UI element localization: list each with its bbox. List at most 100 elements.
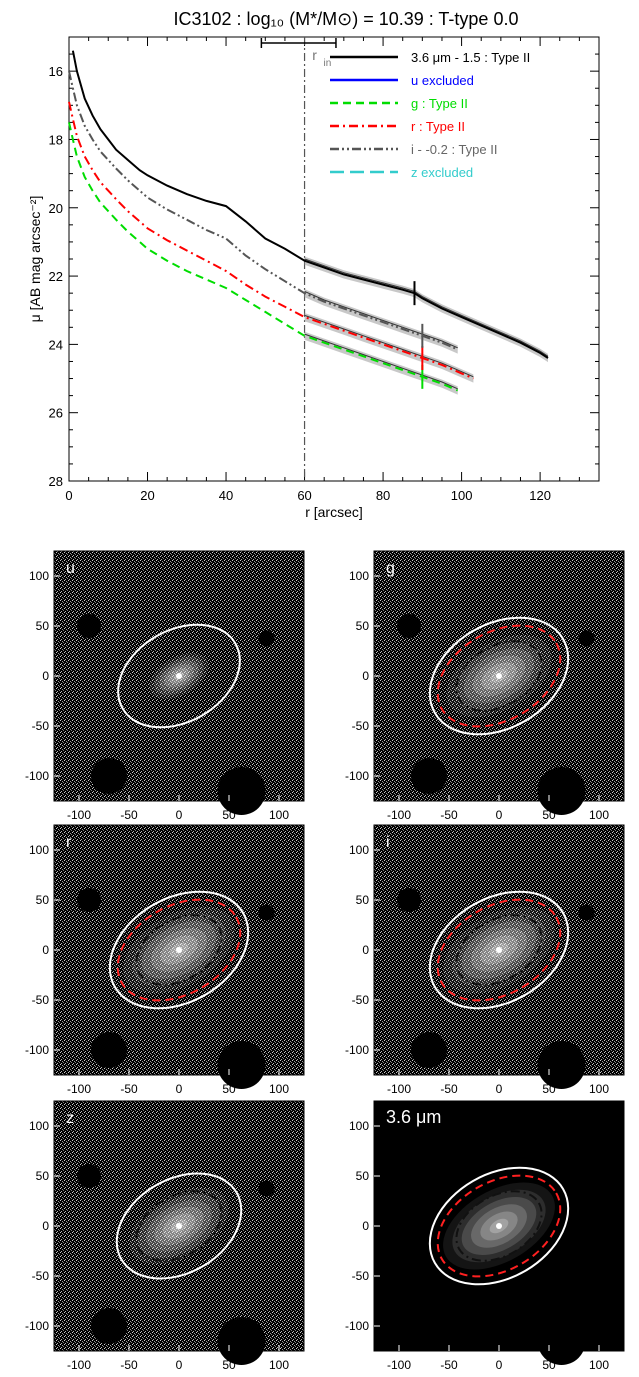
mask-blob <box>397 614 421 638</box>
panel-y-tick-label: 0 <box>42 1219 49 1233</box>
panel-y-tick-label: -50 <box>352 1269 370 1283</box>
panel-x-tick-label: 100 <box>269 1082 289 1096</box>
panel-x-tick-label: -100 <box>67 808 91 822</box>
panel-y-tick-label: 100 <box>349 569 369 583</box>
image-panel: g -100 -100 -50 -50 0 0 50 50 100 100 <box>345 550 625 822</box>
mask-blob <box>77 614 101 638</box>
profile-fit-line <box>304 290 458 349</box>
profile-fit-line <box>304 333 458 390</box>
aperture-ellipse <box>428 1166 570 1286</box>
y-tick-label: 20 <box>49 201 63 216</box>
panel-y-tick-label: -100 <box>345 769 369 783</box>
y-tick-label: 28 <box>49 474 63 489</box>
image-panel: u -100 -100 -50 -50 0 0 50 50 100 100 <box>25 550 305 822</box>
x-tick-label: 100 <box>451 488 473 503</box>
mask-blob <box>578 630 595 647</box>
panel-x-tick-label: 50 <box>542 1358 556 1372</box>
panel-x-tick-label: 50 <box>222 808 236 822</box>
x-axis-label: r [arcsec] <box>305 504 363 520</box>
galaxy-core <box>496 673 502 679</box>
profile-band <box>304 256 548 363</box>
mask-blob <box>258 904 275 921</box>
panel-y-tick-label: 50 <box>36 893 50 907</box>
mask-blob <box>537 1041 586 1089</box>
aperture-ellipse <box>135 914 223 986</box>
mask-blob <box>258 1180 275 1197</box>
aperture-ellipse <box>428 890 570 1010</box>
panel-y-tick-label: 0 <box>42 669 49 683</box>
profile-fit-line <box>304 314 474 378</box>
panel-y-tick-label: 50 <box>36 619 50 633</box>
mask-blob <box>217 1317 266 1365</box>
profile-line <box>68 122 459 392</box>
y-tick-label: 18 <box>49 132 63 147</box>
panel-label: i <box>386 834 390 851</box>
mask-blob <box>397 888 421 912</box>
image-panel: z -100 -100 -50 -50 0 0 50 50 100 100 <box>25 1100 305 1372</box>
galaxy-core <box>496 947 502 953</box>
y-tick-label: 24 <box>49 337 63 352</box>
y-tick-label: 22 <box>49 269 63 284</box>
panel-x-tick-label: -50 <box>440 1358 458 1372</box>
galaxy-core <box>176 947 182 953</box>
mask-blob <box>77 888 101 912</box>
y-tick-label: 26 <box>49 406 63 421</box>
aperture-ellipse <box>115 1172 243 1280</box>
rin-subscript: in <box>324 58 332 69</box>
mask-blob <box>217 1041 266 1089</box>
panel-y-tick-label: 50 <box>356 1169 370 1183</box>
aperture-ellipse <box>455 640 543 712</box>
x-tick-label: 20 <box>140 488 154 503</box>
legend-label: g : Type II <box>411 96 468 111</box>
x-tick-label: 120 <box>529 488 551 503</box>
profile-line <box>68 101 474 380</box>
rin-label: r <box>312 47 317 63</box>
image-panel: r -100 -100 -50 -50 0 0 50 50 100 100 <box>25 824 305 1096</box>
aperture-ellipse <box>436 624 562 728</box>
panel-y-tick-label: 50 <box>36 1169 50 1183</box>
panel-x-tick-label: 0 <box>176 808 183 822</box>
mask-blob <box>91 1308 127 1344</box>
panel-x-tick-label: 50 <box>542 1082 556 1096</box>
image-panels: u -100 -100 -50 -50 0 0 50 50 100 100 g -100 -100 -50 -… <box>25 550 625 1372</box>
panel-x-tick-label: -100 <box>387 808 411 822</box>
legend-label: 3.6 μm - 1.5 : Type II <box>411 50 530 65</box>
panel-x-tick-label: 100 <box>589 1358 609 1372</box>
panel-x-tick-label: 50 <box>542 808 556 822</box>
panel-y-tick-label: 0 <box>42 943 49 957</box>
panel-x-tick-label: 0 <box>496 1358 503 1372</box>
panel-y-tick-label: -100 <box>25 1043 49 1057</box>
x-tick-label: 60 <box>297 488 311 503</box>
mask-blob <box>258 630 275 647</box>
panel-y-tick-label: -50 <box>32 1269 50 1283</box>
panel-x-tick-label: 50 <box>222 1358 236 1372</box>
mask-blob <box>537 767 586 815</box>
image-panel: 3.6 μm -100 -100 -50 -50 0 0 50 50 100 100 <box>345 1100 625 1372</box>
panel-x-tick-label: 0 <box>176 1358 183 1372</box>
mask-blob <box>411 1308 447 1344</box>
mask-blob <box>578 904 595 921</box>
panel-y-tick-label: 50 <box>356 893 370 907</box>
profile-line <box>68 70 459 351</box>
galaxy-core <box>176 1223 182 1229</box>
panel-label: 3.6 μm <box>386 1107 441 1127</box>
y-axis-label: μ [AB mag arcsec⁻²] <box>27 196 43 323</box>
panel-label: g <box>386 560 395 577</box>
aperture-ellipse <box>117 623 241 729</box>
panel-x-tick-label: 50 <box>222 1082 236 1096</box>
x-tick-label: 80 <box>376 488 390 503</box>
mask-blob <box>91 758 127 794</box>
panel-y-tick-label: 100 <box>349 1119 369 1133</box>
aperture-ellipse <box>116 898 242 1002</box>
mask-blob <box>217 767 266 815</box>
panel-label: r <box>66 834 72 851</box>
aperture-ellipse <box>455 1190 543 1262</box>
profile-chart: 0 20 40 60 80 100 120 16 18 20 22 24 26 28 r [arcsec] μ… <box>27 36 600 520</box>
x-tick-label: 0 <box>65 488 72 503</box>
image-panel: i -100 -100 -50 -50 0 0 50 50 100 100 <box>345 824 625 1096</box>
galaxy-core <box>496 1223 502 1229</box>
panel-x-tick-label: 100 <box>269 808 289 822</box>
panel-y-tick-label: 100 <box>29 569 49 583</box>
panel-x-tick-label: 0 <box>176 1082 183 1096</box>
